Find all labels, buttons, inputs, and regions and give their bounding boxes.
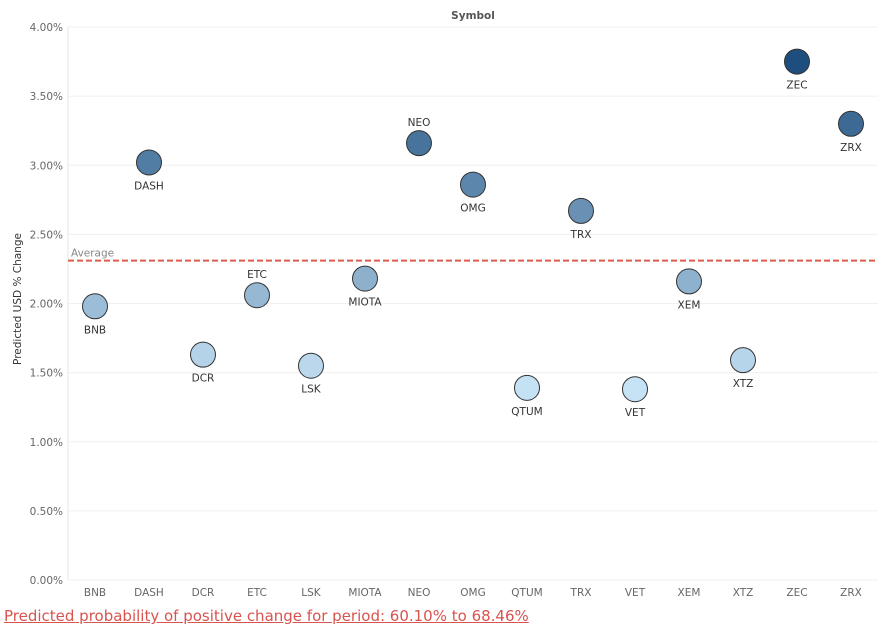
point-label: BNB: [84, 324, 106, 336]
gridlines: [67, 26, 878, 581]
point-xem[interactable]: [676, 268, 702, 295]
point-qtum[interactable]: [514, 374, 540, 401]
y-axis-title: Predicted USD % Change: [12, 233, 24, 365]
x-tick-label: XTZ: [733, 587, 754, 599]
point-dash[interactable]: [136, 149, 162, 176]
y-tick-label: 1.00%: [30, 437, 63, 449]
x-tick-label: BNB: [84, 587, 106, 599]
chart-title: Symbol: [451, 10, 495, 22]
y-tick-label: 1.50%: [30, 368, 63, 380]
x-tick-label: OMG: [460, 587, 485, 599]
point-omg[interactable]: [460, 171, 486, 198]
point-label: QTUM: [511, 406, 542, 418]
point-label: MIOTA: [348, 297, 382, 309]
x-tick-label: ZEC: [786, 587, 807, 599]
point-label: LSK: [301, 384, 322, 396]
point-label: ETC: [247, 269, 267, 281]
x-tick-label: DCR: [192, 587, 215, 599]
point-label: ZRX: [840, 142, 862, 154]
point-miota[interactable]: [352, 265, 378, 292]
point-dcr[interactable]: [190, 341, 216, 368]
x-tick-label: LSK: [301, 587, 322, 599]
point-label: ZEC: [786, 80, 807, 92]
y-tick-label: 0.00%: [30, 575, 63, 587]
y-tick-label: 2.00%: [30, 299, 63, 311]
data-points: [82, 48, 864, 403]
average-label: Average: [71, 248, 114, 260]
x-tick-label: XEM: [678, 587, 701, 599]
point-etc[interactable]: [244, 282, 270, 309]
point-label: VET: [625, 407, 646, 419]
x-tick-label: ZRX: [840, 587, 862, 599]
y-tick-label: 3.00%: [30, 160, 63, 172]
point-label: DCR: [192, 373, 215, 385]
average-reference-line: Average: [68, 248, 878, 262]
point-label: OMG: [460, 203, 485, 215]
point-label: XTZ: [733, 378, 754, 390]
x-tick-label: ETC: [247, 587, 267, 599]
point-labels: BNB DASH DCR ETC LSK MIOTA NEO OMG QTUM TRX VET XEM…: [84, 80, 862, 420]
point-zrx[interactable]: [838, 110, 864, 137]
point-bnb[interactable]: [82, 293, 108, 320]
y-axis-ticks: 0.00% 0.50% 1.00% 1.50% 2.00% 2.50% 3.00% 3.50%…: [30, 22, 63, 587]
x-tick-label: VET: [625, 587, 646, 599]
point-label: DASH: [134, 180, 164, 192]
point-lsk[interactable]: [298, 352, 324, 379]
point-trx[interactable]: [568, 197, 594, 224]
point-xtz[interactable]: [730, 347, 756, 374]
x-axis-ticks: BNB DASH DCR ETC LSK MIOTA NEO OMG QTUM TRX VET XEM…: [84, 587, 862, 599]
x-tick-label: DASH: [134, 587, 164, 599]
x-tick-label: QTUM: [511, 587, 542, 599]
y-tick-label: 4.00%: [30, 22, 63, 34]
point-vet[interactable]: [622, 376, 648, 403]
x-tick-label: TRX: [570, 587, 592, 599]
probability-footer[interactable]: Predicted probability of positive change…: [4, 607, 529, 625]
point-label: TRX: [570, 229, 592, 241]
point-zec[interactable]: [784, 48, 810, 75]
y-tick-label: 3.50%: [30, 91, 63, 103]
point-label: NEO: [408, 117, 431, 129]
point-neo[interactable]: [406, 130, 432, 157]
x-tick-label: NEO: [408, 587, 431, 599]
point-label: XEM: [678, 299, 701, 311]
y-tick-label: 0.50%: [30, 506, 63, 518]
y-tick-label: 2.50%: [30, 229, 63, 241]
x-tick-label: MIOTA: [348, 587, 382, 599]
